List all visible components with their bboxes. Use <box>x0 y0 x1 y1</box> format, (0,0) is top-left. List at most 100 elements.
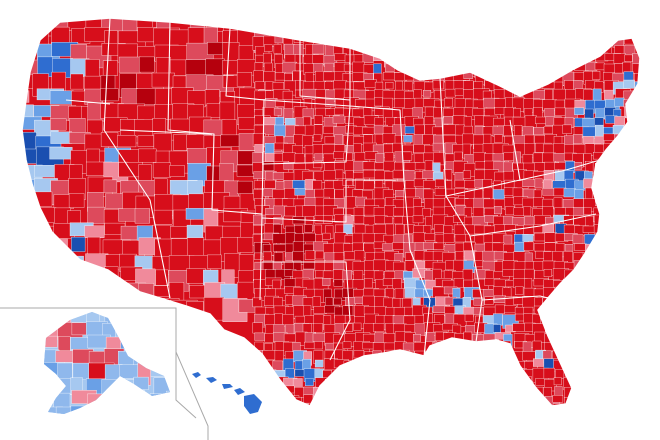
county <box>433 349 450 361</box>
county <box>22 18 36 27</box>
county <box>643 215 656 224</box>
county <box>574 53 585 63</box>
county <box>633 370 640 378</box>
county <box>314 359 324 368</box>
county <box>582 287 592 303</box>
county <box>413 53 422 62</box>
county <box>645 172 656 181</box>
county <box>473 396 484 406</box>
county <box>613 170 622 180</box>
county <box>512 46 529 55</box>
county <box>274 313 283 327</box>
county <box>643 153 654 167</box>
county <box>102 297 126 321</box>
county <box>543 269 552 277</box>
county <box>562 322 578 336</box>
county <box>474 405 483 406</box>
county <box>644 55 652 65</box>
county <box>562 404 576 406</box>
county <box>543 170 555 182</box>
county <box>584 171 593 180</box>
county <box>592 305 609 313</box>
county <box>413 334 421 342</box>
county <box>553 377 562 386</box>
county <box>503 368 514 382</box>
county <box>572 387 581 395</box>
county <box>593 333 607 342</box>
county <box>614 288 628 297</box>
county <box>442 45 454 56</box>
county <box>623 260 637 272</box>
county <box>624 126 635 136</box>
county <box>442 63 453 76</box>
county <box>624 54 633 62</box>
county <box>364 369 377 382</box>
county <box>584 296 601 311</box>
county <box>304 341 315 349</box>
county <box>444 350 455 360</box>
county <box>563 341 576 353</box>
county <box>50 282 70 297</box>
county <box>101 404 117 414</box>
county <box>414 162 427 171</box>
county <box>592 71 601 80</box>
county <box>433 403 446 406</box>
county <box>423 225 432 234</box>
county <box>352 368 361 376</box>
county <box>432 198 446 208</box>
county <box>484 350 495 358</box>
county <box>273 44 282 54</box>
county <box>543 126 554 135</box>
county <box>514 395 524 404</box>
county <box>150 393 167 414</box>
county <box>284 206 296 218</box>
county <box>22 251 35 272</box>
county <box>105 392 129 407</box>
county <box>86 404 100 414</box>
county <box>604 198 616 209</box>
county <box>333 297 342 306</box>
county <box>543 179 553 190</box>
hawaii-island-molokai <box>222 384 233 389</box>
county <box>573 306 587 321</box>
county <box>413 342 426 352</box>
county <box>422 54 433 67</box>
county <box>533 358 544 367</box>
county <box>632 162 640 176</box>
county <box>392 54 404 63</box>
county <box>504 376 518 386</box>
county <box>133 406 154 414</box>
county <box>594 62 605 71</box>
county <box>353 215 365 224</box>
county <box>624 142 635 154</box>
county <box>422 360 431 369</box>
county <box>385 82 394 90</box>
county <box>574 277 587 285</box>
county <box>362 342 374 350</box>
county <box>373 386 387 397</box>
county <box>443 116 453 125</box>
county <box>553 332 567 343</box>
county <box>645 387 660 400</box>
county <box>50 255 71 272</box>
county <box>613 143 627 153</box>
county <box>593 36 605 46</box>
county <box>643 297 652 305</box>
county <box>372 367 386 376</box>
county <box>186 224 204 239</box>
county <box>133 376 149 390</box>
county <box>552 395 564 403</box>
county <box>236 72 252 87</box>
county <box>623 342 636 350</box>
county <box>602 351 614 366</box>
county <box>544 305 555 314</box>
county <box>593 224 606 234</box>
county <box>523 376 532 392</box>
county <box>622 171 637 182</box>
county <box>70 337 90 350</box>
county <box>534 52 548 62</box>
county <box>504 387 520 402</box>
county <box>492 34 502 45</box>
county <box>645 144 657 151</box>
county <box>614 261 627 273</box>
